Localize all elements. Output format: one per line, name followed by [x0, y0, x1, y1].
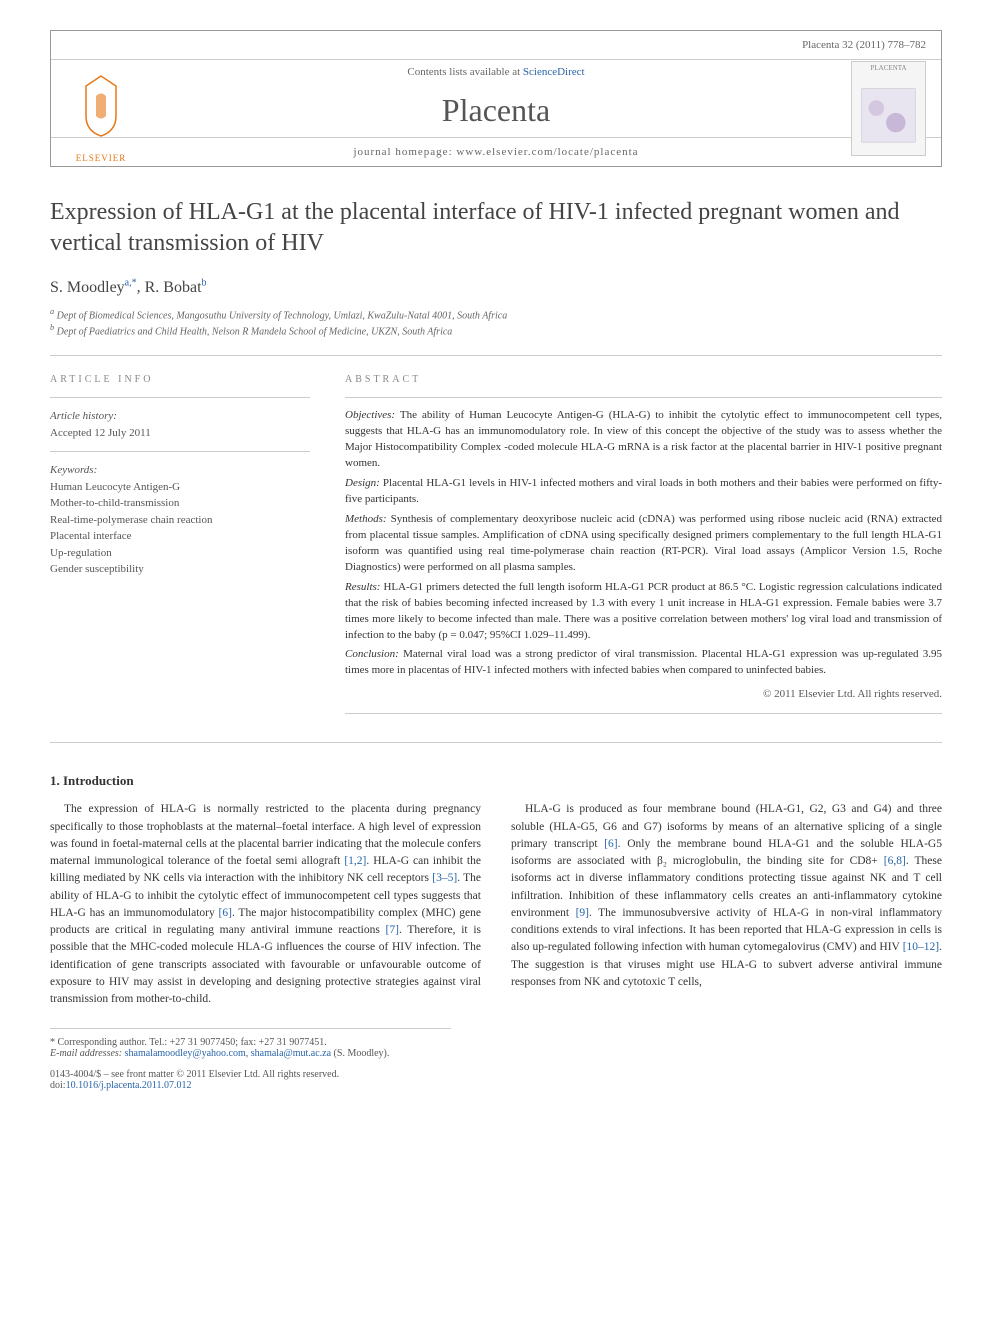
corr-author-text: * Corresponding author. Tel.: +27 31 907… [50, 1037, 451, 1048]
abstract-column: ABSTRACT Objectives: The ability of Huma… [345, 374, 942, 724]
author-1-corr-link[interactable]: * [132, 277, 137, 288]
doi-link[interactable]: 10.1016/j.placenta.2011.07.012 [66, 1080, 192, 1091]
ref-link[interactable]: [1,2] [344, 855, 366, 867]
ref-link[interactable]: [6,8] [884, 855, 906, 867]
article-info-label: ARTICLE INFO [50, 374, 310, 385]
email-line: E-mail addresses: shamalamoodley@yahoo.c… [50, 1048, 451, 1059]
homepage-label: journal homepage: [353, 146, 456, 158]
ref-link[interactable]: [9] [576, 907, 589, 919]
article-title: Expression of HLA-G1 at the placental in… [50, 197, 942, 259]
abs-design-text: Placental HLA-G1 levels in HIV-1 infecte… [345, 477, 942, 505]
keyword: Placental interface [50, 528, 310, 545]
article-info-column: ARTICLE INFO Article history: Accepted 1… [50, 374, 310, 724]
email-link-1[interactable]: shamalamoodley@yahoo.com [125, 1048, 246, 1059]
email-label: E-mail addresses: [50, 1048, 125, 1059]
keywords-block: Keywords: Human Leucocyte Antigen-G Moth… [50, 462, 310, 578]
intro-para-1: The expression of HLA-G is normally rest… [50, 801, 481, 1008]
affiliation-a: a Dept of Biomedical Sciences, Mangosuth… [50, 307, 942, 321]
homepage-line: journal homepage: www.elsevier.com/locat… [51, 137, 941, 166]
abs-conclusion-text: Maternal viral load was a strong predict… [345, 648, 942, 676]
abs-methods-label: Methods: [345, 513, 387, 525]
introduction-section: 1. Introduction The expression of HLA-G … [50, 773, 942, 1008]
divider [50, 451, 310, 452]
ref-link[interactable]: [7] [386, 924, 399, 936]
contents-line: Contents lists available at ScienceDirec… [51, 59, 941, 84]
keyword: Gender susceptibility [50, 561, 310, 578]
article-history: Article history: Accepted 12 July 2011 [50, 408, 310, 441]
ref-link[interactable]: [6] [219, 907, 232, 919]
elsevier-logo: ELSEVIER [66, 66, 136, 146]
journal-cover-thumbnail: PLACENTA [851, 61, 926, 156]
keyword: Human Leucocyte Antigen-G [50, 479, 310, 496]
doi-line: doi:10.1016/j.placenta.2011.07.012 [50, 1080, 942, 1091]
footer-issn-doi: 0143-4004/$ – see front matter © 2011 El… [50, 1069, 942, 1091]
ref-link[interactable]: [10–12] [903, 941, 939, 953]
sciencedirect-link[interactable]: ScienceDirect [523, 66, 585, 78]
keyword: Real-time-polymerase chain reaction [50, 512, 310, 529]
contents-text: Contents lists available at [407, 66, 522, 78]
email-link-2[interactable]: shamala@mut.ac.za [251, 1048, 331, 1059]
abs-objectives-text: The ability of Human Leucocyte Antigen-G… [345, 409, 942, 469]
citation-line: Placenta 32 (2011) 778–782 [51, 31, 941, 59]
keyword: Up-regulation [50, 545, 310, 562]
journal-title: Placenta [51, 84, 941, 137]
affiliation-b: b Dept of Paediatrics and Child Health, … [50, 323, 942, 337]
authors-line: S. Moodleya,*, R. Bobatb [50, 277, 942, 296]
history-label: Article history: [50, 408, 310, 425]
journal-header: ELSEVIER PLACENTA Placenta 32 (2011) 778… [50, 30, 942, 167]
divider [50, 397, 310, 398]
ref-link[interactable]: [3–5] [432, 872, 457, 884]
corresponding-author-note: * Corresponding author. Tel.: +27 31 907… [50, 1028, 451, 1059]
author-1-affil-link[interactable]: a, [125, 277, 132, 288]
author-2: R. Bobatb [145, 279, 207, 296]
abs-results-label: Results: [345, 581, 380, 593]
info-abstract-row: ARTICLE INFO Article history: Accepted 1… [50, 374, 942, 724]
divider [50, 355, 942, 356]
issn-line: 0143-4004/$ – see front matter © 2011 El… [50, 1069, 942, 1080]
abs-results-text: HLA-G1 primers detected the full length … [345, 581, 942, 641]
abs-conclusion-label: Conclusion: [345, 648, 399, 660]
publisher-name: ELSEVIER [66, 153, 136, 163]
intro-para-2: HLA-G is produced as four membrane bound… [511, 801, 942, 991]
divider [345, 397, 942, 398]
keyword: Mother-to-child-transmission [50, 495, 310, 512]
divider [345, 713, 942, 714]
homepage-url: www.elsevier.com/locate/placenta [456, 146, 638, 158]
abstract-label: ABSTRACT [345, 374, 942, 385]
divider [50, 742, 942, 743]
intro-heading: 1. Introduction [50, 773, 942, 789]
abstract-copyright: © 2011 Elsevier Ltd. All rights reserved… [345, 687, 942, 703]
ref-link[interactable]: [6] [604, 838, 617, 850]
cover-thumb-label: PLACENTA [852, 62, 925, 74]
history-text: Accepted 12 July 2011 [50, 425, 310, 442]
author-1: S. Moodleya,* [50, 279, 137, 296]
abs-methods-text: Synthesis of complementary deoxyribose n… [345, 513, 942, 573]
abs-design-label: Design: [345, 477, 380, 489]
body-text: The expression of HLA-G is normally rest… [50, 801, 942, 1008]
abstract-body: Objectives: The ability of Human Leucocy… [345, 408, 942, 703]
keywords-label: Keywords: [50, 462, 310, 479]
abs-objectives-label: Objectives: [345, 409, 395, 421]
author-2-affil-link[interactable]: b [202, 277, 207, 288]
